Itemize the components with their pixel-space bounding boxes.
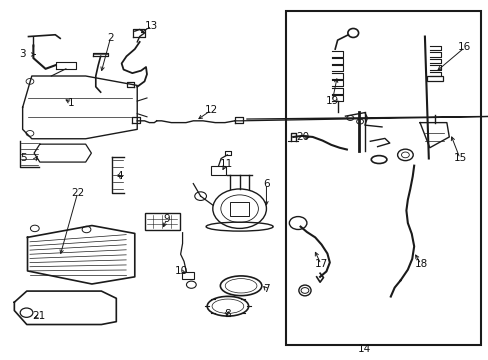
Text: 14: 14 <box>357 343 370 354</box>
Text: 16: 16 <box>457 42 470 52</box>
Bar <box>181 272 193 279</box>
Text: 2: 2 <box>107 33 114 43</box>
Text: 19: 19 <box>325 96 338 106</box>
Text: 20: 20 <box>295 132 308 142</box>
Text: 5: 5 <box>20 153 27 163</box>
Bar <box>211 166 225 175</box>
Text: 7: 7 <box>263 284 269 294</box>
Bar <box>144 213 179 230</box>
Text: 9: 9 <box>163 215 169 224</box>
Bar <box>285 12 480 345</box>
Text: 22: 22 <box>71 188 84 198</box>
Text: 11: 11 <box>219 159 232 169</box>
Text: 1: 1 <box>68 98 75 108</box>
Text: 15: 15 <box>452 153 466 163</box>
Text: 10: 10 <box>174 266 187 276</box>
Text: 4: 4 <box>117 171 123 181</box>
Text: 3: 3 <box>20 49 26 59</box>
Text: 17: 17 <box>314 259 327 269</box>
Text: 13: 13 <box>145 21 158 31</box>
Text: 8: 8 <box>224 310 230 319</box>
Bar <box>229 202 249 216</box>
Bar <box>427 76 442 81</box>
Text: 12: 12 <box>204 105 218 115</box>
Text: 6: 6 <box>263 179 269 189</box>
Text: 21: 21 <box>32 311 45 321</box>
Text: 18: 18 <box>413 259 427 269</box>
